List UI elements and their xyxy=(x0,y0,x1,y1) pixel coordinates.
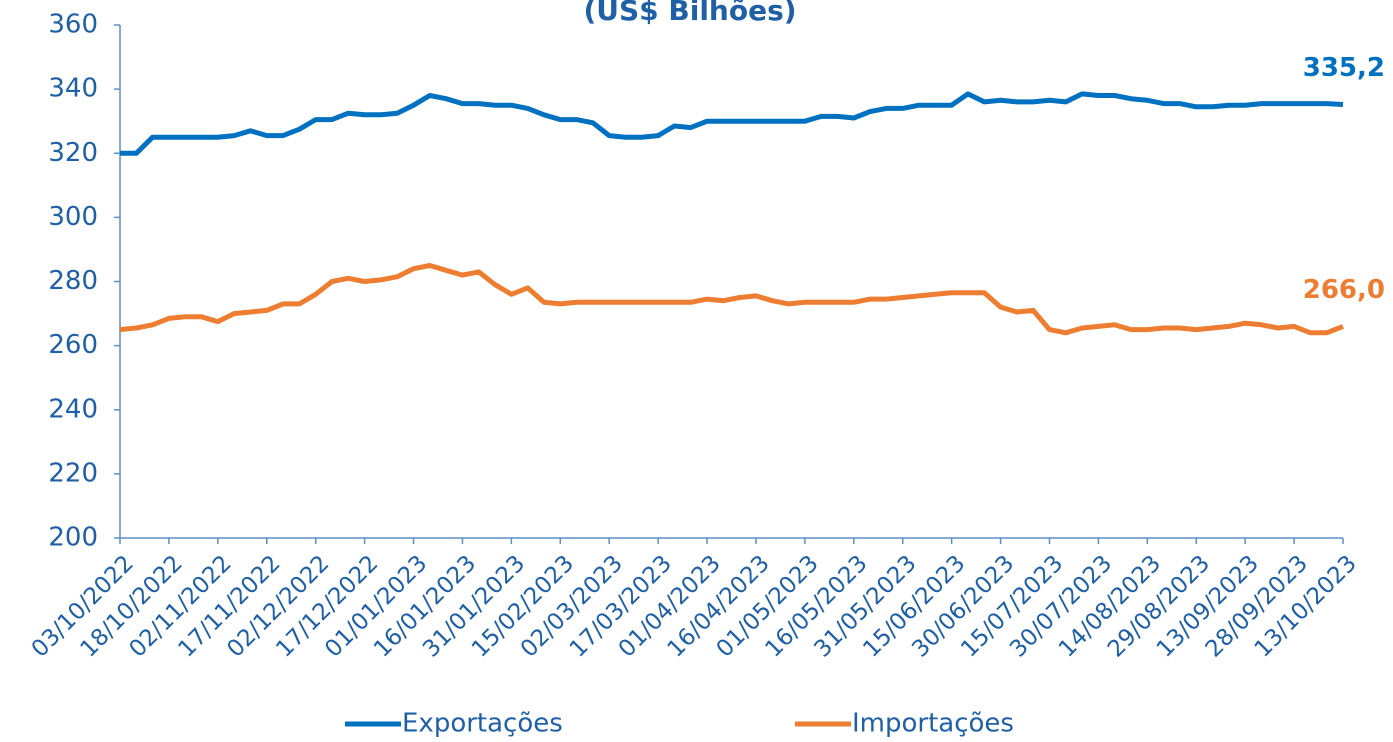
y-tick-label: 200 xyxy=(48,523,98,553)
y-tick-label: 280 xyxy=(48,266,98,296)
y-tick-label: 340 xyxy=(48,74,98,104)
end-label: 335,2 xyxy=(1303,53,1385,83)
legend-label: Exportações xyxy=(402,709,563,739)
y-tick-label: 240 xyxy=(48,394,98,424)
y-tick-label: 260 xyxy=(48,330,98,360)
y-tick-label: 220 xyxy=(48,458,98,488)
y-tick-label: 360 xyxy=(48,10,98,40)
y-tick-label: 320 xyxy=(48,138,98,168)
end-label: 266,0 xyxy=(1303,275,1385,305)
legend-label: Importações xyxy=(852,709,1014,739)
series-line xyxy=(120,91,1344,156)
series-line xyxy=(119,263,1344,336)
y-tick-label: 300 xyxy=(48,202,98,232)
chart-title: (US$ Bilhões) xyxy=(583,0,796,27)
